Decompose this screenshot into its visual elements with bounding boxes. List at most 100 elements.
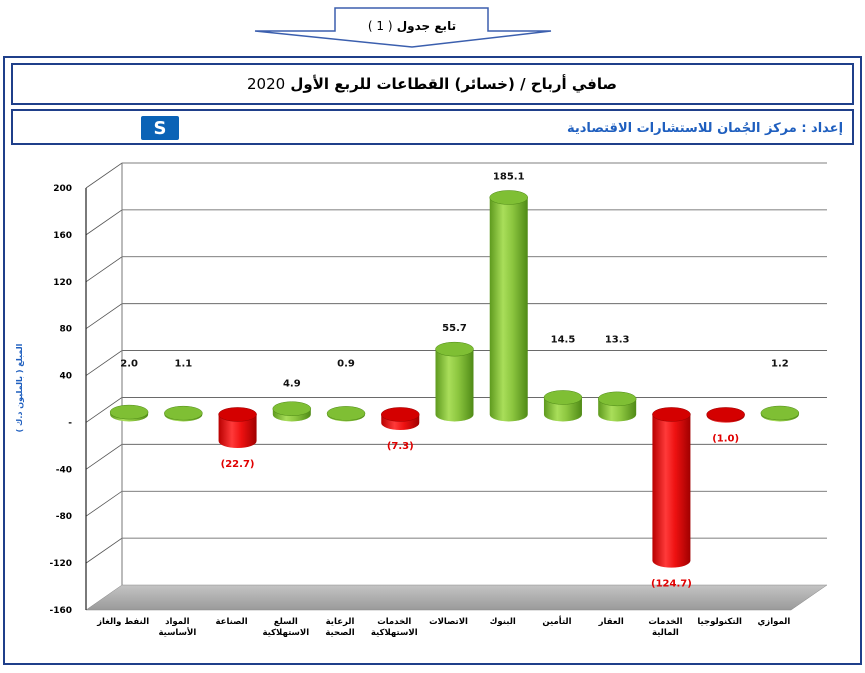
bar-cap [543,390,583,405]
y-tick-label: - [68,418,72,428]
page-title: صافي أرباح / (خسائر) القطاعات للربع الأو… [247,74,617,93]
y-tick-label: 200 [53,184,72,194]
bar-4 [272,401,312,422]
bar-cap [489,190,528,205]
bar-10 [597,391,637,422]
bar-13 [760,405,800,422]
category-label-line: التأمين [542,615,571,627]
data-label: 55.7 [442,323,467,334]
bar-1 [109,404,149,422]
y-tick-label: -160 [49,606,72,616]
bar-cap [164,405,203,421]
gridline [85,443,827,470]
category-label-line: الاستهلاكية [262,628,309,638]
category-label-line: الأساسية [158,627,196,638]
category-label: النفط والغاز [96,617,149,627]
category-label-line: السلع [274,617,298,627]
bar-6 [381,407,420,431]
gridline [85,209,827,236]
y-tick-label: 120 [53,278,72,288]
category-label: التكنولوجيا [697,617,742,627]
banner-text: تابع جدول ( 1 ) [368,19,456,34]
category-label: البنوك [490,617,516,627]
bar-body [218,414,257,449]
gridline [85,162,827,189]
gridline [85,537,827,564]
category-label-line: الاستهلاكية [371,628,418,638]
category-label: الخدمات الاستهلاكية [371,617,418,638]
chart: 200 160 120 80 40 - -40 -80 -120 -160 2.0 1.1 (22.7… [15,162,828,638]
category-label-line: النفط والغاز [96,617,149,627]
category-label: الصناعة [216,617,248,627]
category-label: العقار [598,617,624,627]
title-box [11,63,854,105]
data-label: 13.3 [605,334,630,345]
outer-frame [3,56,862,665]
category-label-line: الخدمات [377,617,411,627]
category-label: المواد الأساسية [158,617,196,638]
bar-cap [272,401,312,416]
y-tick-label: 80 [59,325,72,335]
label-layer: 2.0 1.1 (22.7) 4.9 0.9 (7.3) 55.7 185.1 14.5 13.3… [120,171,789,589]
category-label-line: البنوك [490,617,516,627]
banner: تابع جدول ( 1 ) [254,7,552,48]
category-label: الرعاية الصحية [325,617,354,638]
y-tick-label: -120 [49,559,72,569]
bar-cap [326,406,366,421]
y-tick-label: -40 [56,465,72,475]
bar-5 [326,406,366,422]
bar-cap [652,407,691,422]
data-label: (7.3) [387,441,414,452]
data-label: 14.5 [551,334,576,345]
bar-7 [435,341,474,422]
category-label-line: الاتصالات [429,617,468,627]
category-label: الخدمات المالية [648,617,682,638]
category-label: الموازي [758,617,791,627]
data-label: 4.9 [283,378,301,389]
category-label-line: الصحية [325,628,354,638]
bar-body [489,197,528,422]
data-label: (1.0) [712,434,739,445]
category-label-line: المالية [652,628,679,638]
category-label: الاتصالات [429,617,468,627]
data-label: 1.2 [771,358,789,369]
category-label: التأمين [542,615,571,627]
bar-cap [109,404,149,420]
svg-text:S: S [154,118,167,139]
bar-3 [218,407,257,449]
category-label-line: الخدمات [648,617,682,627]
bar-cap [597,391,637,407]
gridline [85,256,827,283]
category-label-line: الرعاية [326,617,355,627]
data-label: 185.1 [493,171,525,182]
category-label: السلع الاستهلاكية [262,617,309,638]
bar-11 [652,407,691,568]
aljoman-logo-icon: S [141,116,179,140]
gridline [85,490,827,517]
bar-cap [218,407,257,422]
data-label: 1.1 [174,358,192,369]
category-label-line: المواد [165,617,189,627]
data-label: (22.7) [221,459,255,470]
data-label: (124.7) [651,579,692,590]
bar-2 [164,405,203,422]
bar-cap [760,405,800,421]
data-label: 2.0 [120,358,138,369]
bar-cap [435,341,474,357]
data-label: 0.9 [337,358,355,369]
y-tick-label: 160 [53,231,72,241]
axis-layer: 200 160 120 80 40 - -40 -80 -120 -160 [49,163,828,616]
bar-9 [543,390,583,422]
bar-body [435,349,474,422]
category-label-line: العقار [598,617,624,627]
bar-cap [706,407,745,422]
bar-body [652,414,691,568]
y-tick-label: -80 [56,512,72,522]
bar-12 [706,407,745,423]
bar-8 [489,190,528,422]
banner-arrow-shape [254,7,552,48]
bar-layer [109,190,800,568]
